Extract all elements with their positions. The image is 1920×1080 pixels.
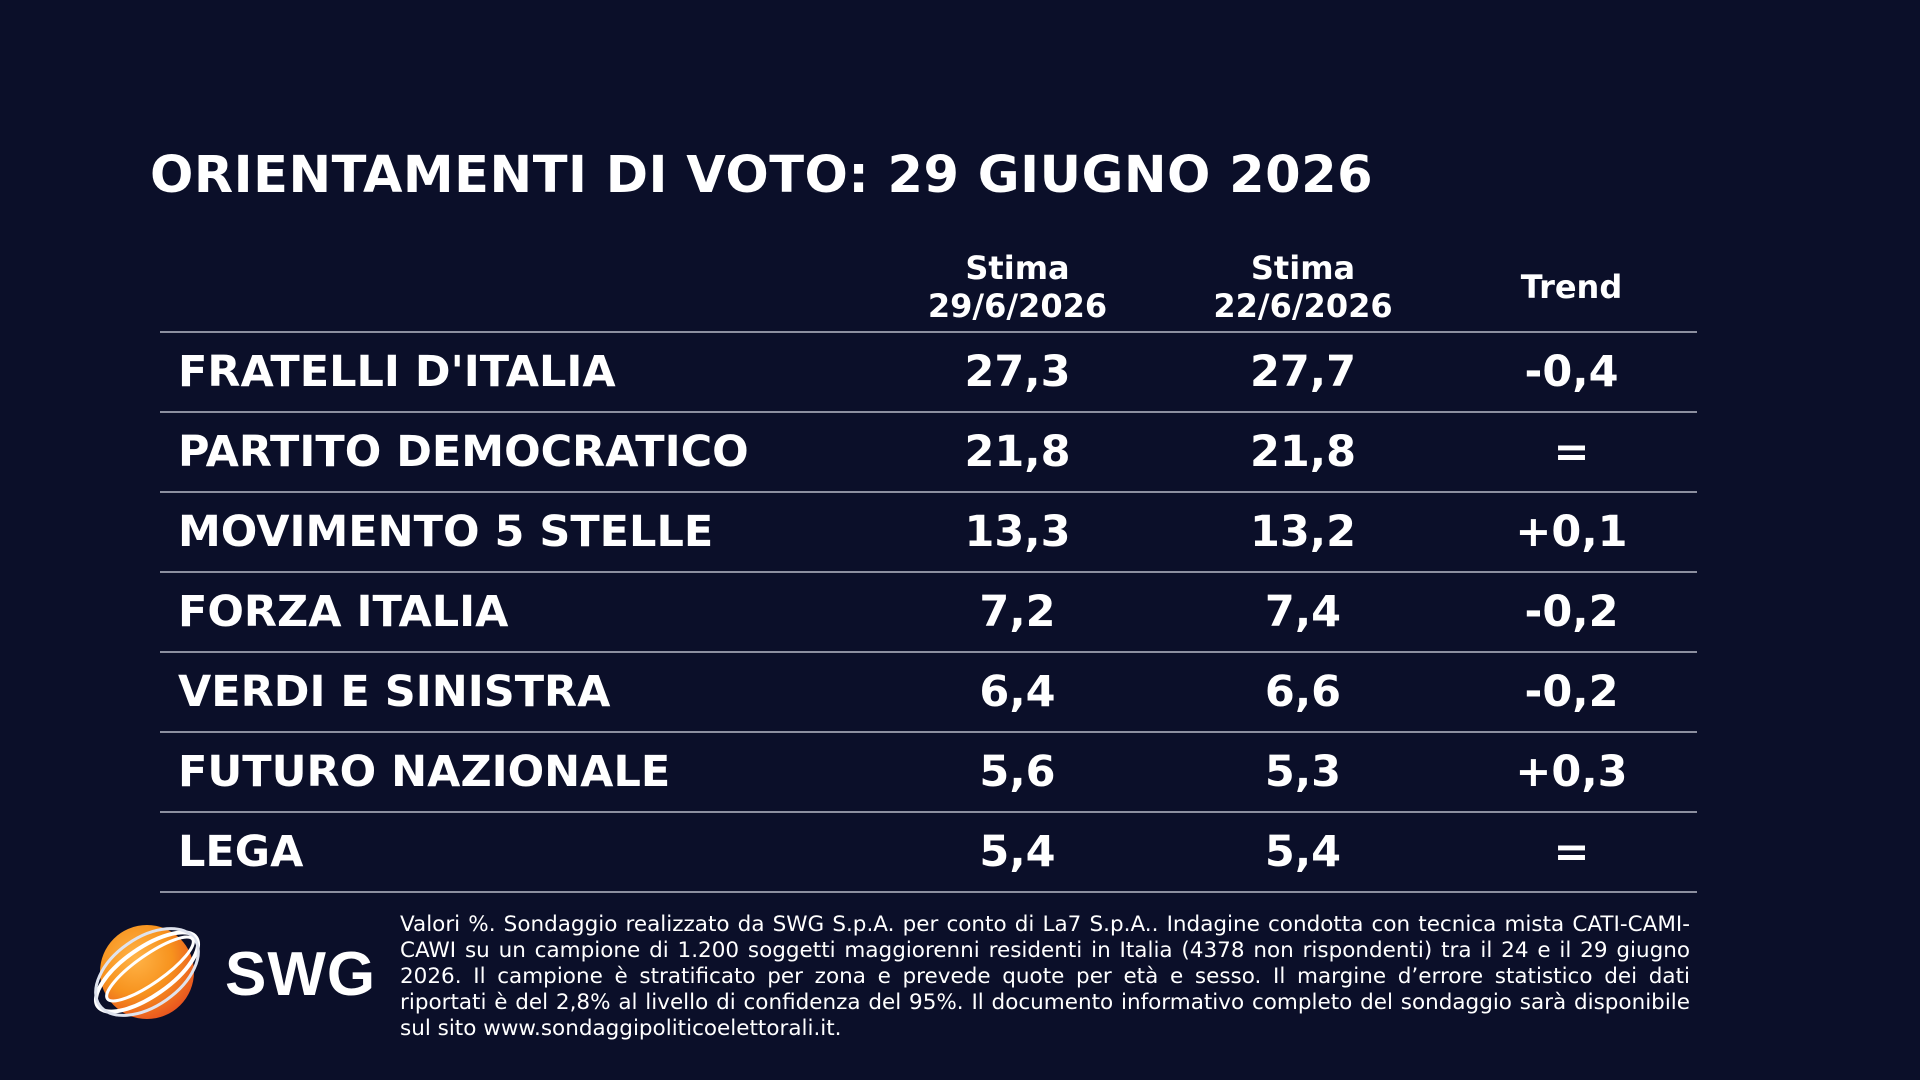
swg-globe-icon xyxy=(93,925,201,1019)
estimate-previous: 5,4 xyxy=(1160,812,1446,893)
party-name: MOVIMENTO 5 STELLE xyxy=(160,492,875,573)
trend-value: -0,2 xyxy=(1446,652,1697,733)
table-row: FRATELLI D'ITALIA 27,3 27,7 -0,4 xyxy=(160,332,1697,413)
table-row: FUTURO NAZIONALE 5,6 5,3 +0,3 xyxy=(160,732,1697,813)
trend-value: = xyxy=(1446,412,1697,493)
estimate-previous: 7,4 xyxy=(1160,572,1446,653)
estimate-previous: 21,8 xyxy=(1160,412,1446,493)
party-name: PARTITO DEMOCRATICO xyxy=(160,412,875,493)
table-row: FORZA ITALIA 7,2 7,4 -0,2 xyxy=(160,572,1697,653)
table-row: PARTITO DEMOCRATICO 21,8 21,8 = xyxy=(160,412,1697,493)
party-name: VERDI E SINISTRA xyxy=(160,652,875,733)
estimate-previous: 27,7 xyxy=(1160,332,1446,413)
estimate-previous: 5,3 xyxy=(1160,732,1446,813)
party-name: FUTURO NAZIONALE xyxy=(160,732,875,813)
party-name: FRATELLI D'ITALIA xyxy=(160,332,875,413)
swg-logo-text: SWG xyxy=(225,940,377,1009)
party-name: LEGA xyxy=(160,812,875,893)
estimate-previous: 13,2 xyxy=(1160,492,1446,573)
page-title: ORIENTAMENTI DI VOTO: 29 GIUGNO 2026 xyxy=(150,146,1374,205)
header-estimate-current-line2: 29/6/2026 xyxy=(927,287,1108,325)
header-party xyxy=(160,243,875,333)
trend-value: +0,3 xyxy=(1446,732,1697,813)
trend-value: -0,4 xyxy=(1446,332,1697,413)
header-estimate-previous-line1: Stima xyxy=(1250,249,1356,287)
methodology-note: Valori %. Sondaggio realizzato da SWG S.… xyxy=(400,912,1690,1041)
estimate-current: 27,3 xyxy=(875,332,1160,413)
table-row: VERDI E SINISTRA 6,4 6,6 -0,2 xyxy=(160,652,1697,733)
estimate-current: 5,4 xyxy=(875,812,1160,893)
poll-table: Stima 29/6/2026 Stima 22/6/2026 Trend FR… xyxy=(160,243,1697,893)
trend-value: -0,2 xyxy=(1446,572,1697,653)
table-row: LEGA 5,4 5,4 = xyxy=(160,812,1697,893)
estimate-current: 5,6 xyxy=(875,732,1160,813)
estimate-current: 13,3 xyxy=(875,492,1160,573)
estimate-current: 21,8 xyxy=(875,412,1160,493)
swg-logo: SWG xyxy=(80,915,380,1030)
table-header-row: Stima 29/6/2026 Stima 22/6/2026 Trend xyxy=(160,243,1697,333)
estimate-current: 7,2 xyxy=(875,572,1160,653)
table-row: MOVIMENTO 5 STELLE 13,3 13,2 +0,1 xyxy=(160,492,1697,573)
header-estimate-current: Stima 29/6/2026 xyxy=(875,243,1160,333)
trend-value: = xyxy=(1446,812,1697,893)
trend-value: +0,1 xyxy=(1446,492,1697,573)
estimate-current: 6,4 xyxy=(875,652,1160,733)
header-estimate-previous: Stima 22/6/2026 xyxy=(1160,243,1446,333)
estimate-previous: 6,6 xyxy=(1160,652,1446,733)
party-name: FORZA ITALIA xyxy=(160,572,875,653)
header-estimate-previous-line2: 22/6/2026 xyxy=(1213,287,1393,325)
header-trend: Trend xyxy=(1446,243,1697,333)
header-estimate-current-line1: Stima xyxy=(965,249,1070,287)
